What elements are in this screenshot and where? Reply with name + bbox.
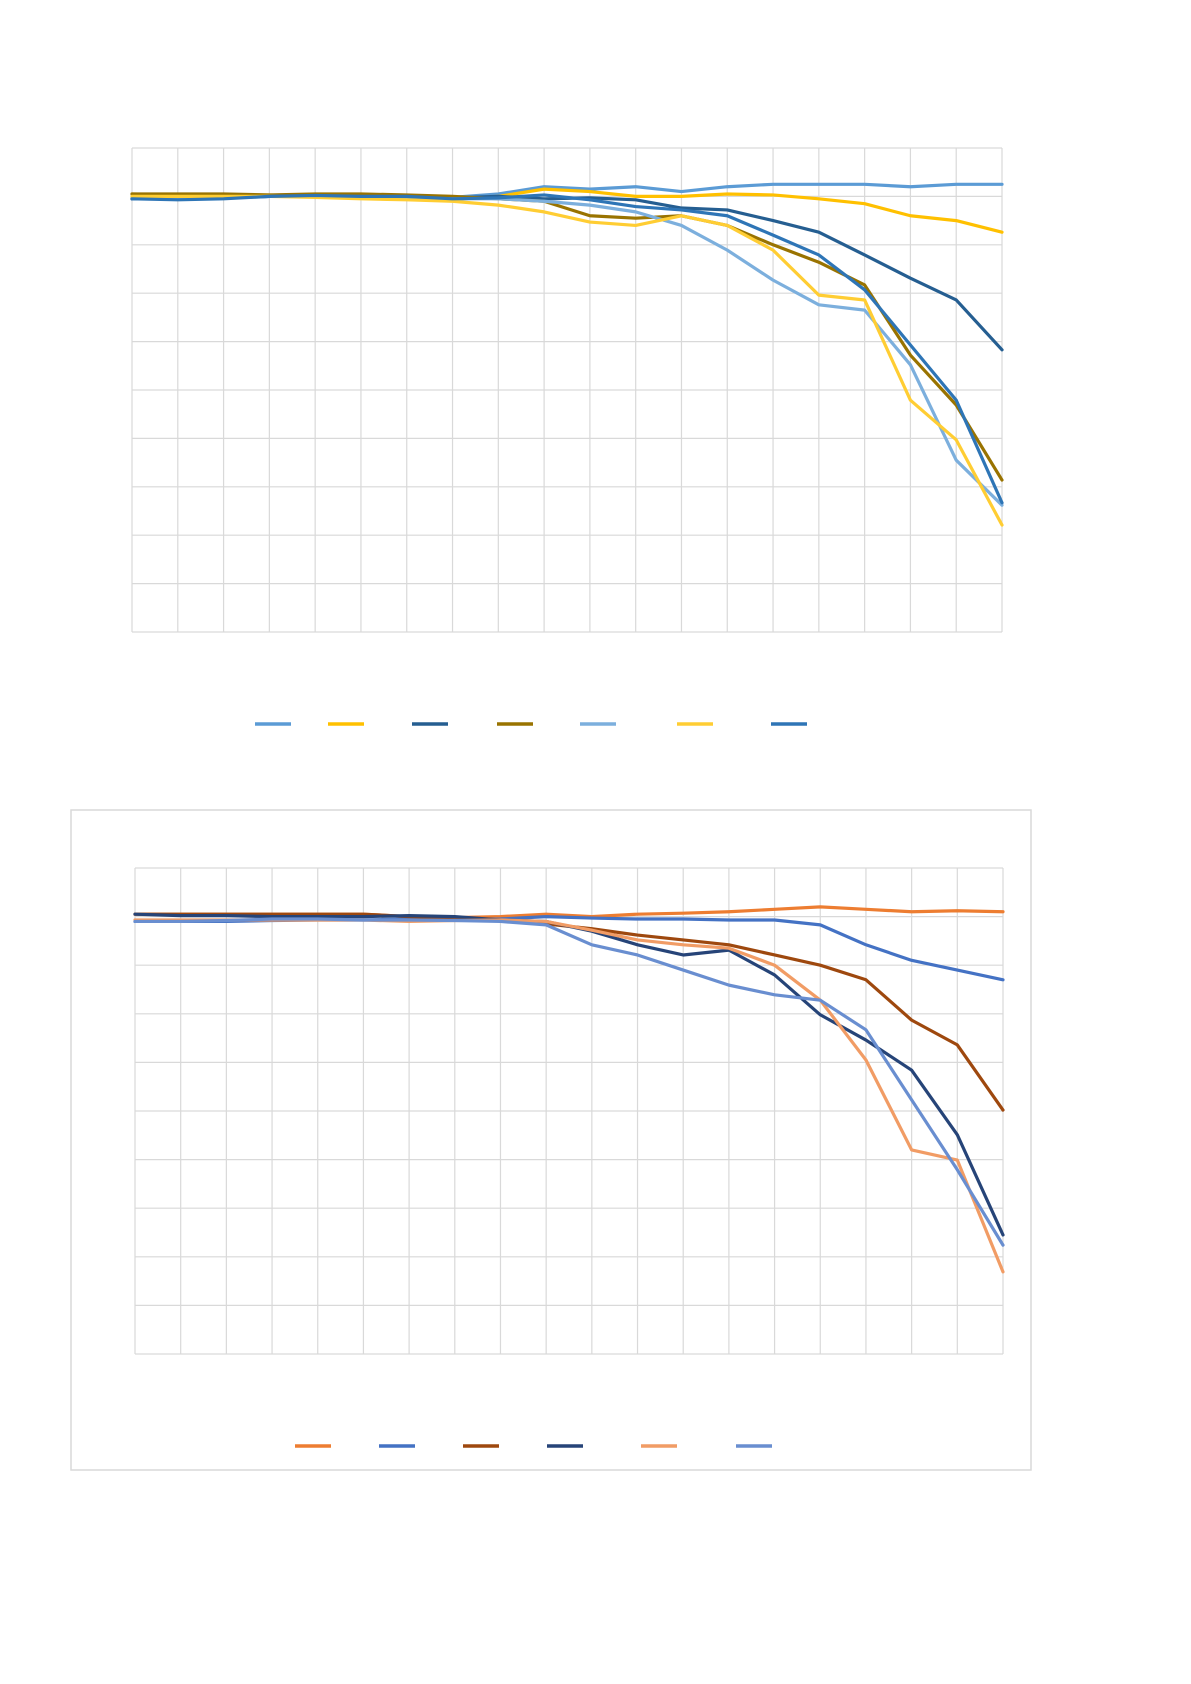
data-line (133, 918, 1005, 1274)
data-line (133, 912, 1005, 1112)
data-line (130, 194, 1004, 507)
data-line (130, 193, 1004, 505)
chart-frame (70, 809, 1032, 1471)
data-line (130, 194, 1004, 527)
data-line (130, 192, 1004, 482)
data-line (133, 917, 1005, 1247)
